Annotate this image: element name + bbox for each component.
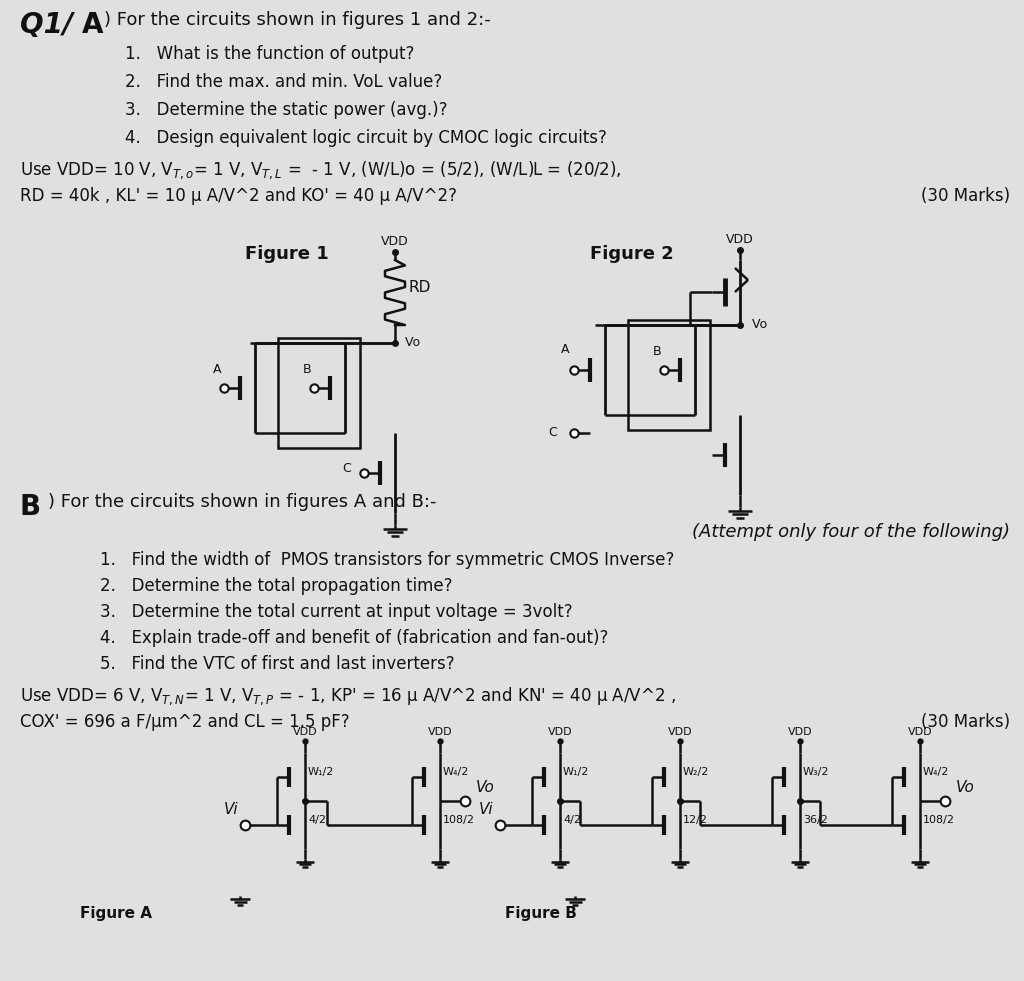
Text: C: C bbox=[549, 427, 557, 439]
Text: Q1/: Q1/ bbox=[20, 11, 73, 39]
Text: 4.   Explain trade-off and benefit of (fabrication and fan-out)?: 4. Explain trade-off and benefit of (fab… bbox=[100, 629, 608, 647]
Text: 4.   Design equivalent logic circuit by CMOC logic circuits?: 4. Design equivalent logic circuit by CM… bbox=[125, 129, 607, 147]
Text: VDD: VDD bbox=[381, 235, 409, 248]
Text: Use VDD= 6 V, V$_{T,N}$= 1 V, V$_{T,P}$ = - 1, KP' = 16 μ A/V^2 and KN' = 40 μ A: Use VDD= 6 V, V$_{T,N}$= 1 V, V$_{T,P}$ … bbox=[20, 685, 676, 706]
Text: B: B bbox=[303, 363, 311, 376]
Text: ) For the circuits shown in figures 1 and 2:-: ) For the circuits shown in figures 1 an… bbox=[104, 11, 490, 29]
Text: VDD: VDD bbox=[548, 727, 572, 737]
Text: W₄/2: W₄/2 bbox=[923, 767, 949, 777]
Text: C: C bbox=[343, 462, 351, 476]
Text: (30 Marks): (30 Marks) bbox=[921, 187, 1010, 205]
Text: ) For the circuits shown in figures A and B:-: ) For the circuits shown in figures A an… bbox=[48, 493, 436, 511]
Text: 4/2: 4/2 bbox=[563, 815, 581, 825]
Text: Vi: Vi bbox=[478, 802, 494, 817]
Text: 1.   What is the function of output?: 1. What is the function of output? bbox=[125, 45, 415, 63]
Text: A: A bbox=[82, 11, 103, 39]
Text: 108/2: 108/2 bbox=[443, 815, 475, 825]
Text: 2.   Find the max. and min. VoL value?: 2. Find the max. and min. VoL value? bbox=[125, 73, 442, 91]
Text: 4/2: 4/2 bbox=[308, 815, 326, 825]
Text: 5.   Find the VTC of first and last inverters?: 5. Find the VTC of first and last invert… bbox=[100, 655, 455, 673]
Text: B: B bbox=[20, 493, 41, 521]
Text: A: A bbox=[561, 343, 569, 356]
Text: 36/2: 36/2 bbox=[803, 815, 827, 825]
Text: 108/2: 108/2 bbox=[923, 815, 955, 825]
Bar bbox=[628, 320, 710, 430]
Text: W₃/2: W₃/2 bbox=[803, 767, 829, 777]
Text: COX' = 696 a F/μm^2 and CL = 1.5 pF?: COX' = 696 a F/μm^2 and CL = 1.5 pF? bbox=[20, 713, 349, 731]
Text: B: B bbox=[652, 345, 662, 358]
Text: VDD: VDD bbox=[668, 727, 692, 737]
Text: W₁/2: W₁/2 bbox=[563, 767, 590, 777]
Text: VDD: VDD bbox=[907, 727, 932, 737]
Text: W₁/2: W₁/2 bbox=[308, 767, 335, 777]
Text: Vo: Vo bbox=[476, 780, 495, 795]
Text: 2.   Determine the total propagation time?: 2. Determine the total propagation time? bbox=[100, 577, 453, 595]
Text: Vo: Vo bbox=[956, 780, 975, 795]
Text: 3.   Determine the static power (avg.)?: 3. Determine the static power (avg.)? bbox=[125, 101, 447, 119]
Text: 1.   Find the width of  PMOS transistors for symmetric CMOS Inverse?: 1. Find the width of PMOS transistors fo… bbox=[100, 551, 675, 569]
Text: Figure 2: Figure 2 bbox=[590, 245, 674, 263]
Text: 3.   Determine the total current at input voltage = 3volt?: 3. Determine the total current at input … bbox=[100, 603, 572, 621]
Text: Vo: Vo bbox=[748, 319, 767, 332]
Text: A: A bbox=[213, 363, 221, 376]
Text: RD = 40k , KL' = 10 μ A/V^2 and KO' = 40 μ A/V^2?: RD = 40k , KL' = 10 μ A/V^2 and KO' = 40… bbox=[20, 187, 457, 205]
Text: VDD: VDD bbox=[293, 727, 317, 737]
Text: Use VDD= 10 V, V$_{T,o}$= 1 V, V$_{T,L}$ =  - 1 V, (W/L)o = (5/2), (W/L)L = (20/: Use VDD= 10 V, V$_{T,o}$= 1 V, V$_{T,L}$… bbox=[20, 159, 622, 181]
Text: W₂/2: W₂/2 bbox=[683, 767, 710, 777]
Text: VDD: VDD bbox=[787, 727, 812, 737]
Text: VDD: VDD bbox=[726, 233, 754, 246]
Text: Figure A: Figure A bbox=[80, 906, 152, 921]
Text: W₄/2: W₄/2 bbox=[443, 767, 469, 777]
Text: (30 Marks): (30 Marks) bbox=[921, 713, 1010, 731]
Text: Vo: Vo bbox=[401, 336, 420, 349]
Text: 12/2: 12/2 bbox=[683, 815, 708, 825]
Text: (Attempt only four of the following): (Attempt only four of the following) bbox=[692, 523, 1010, 541]
Bar bbox=[278, 338, 360, 448]
Text: Figure 1: Figure 1 bbox=[245, 245, 329, 263]
Text: Vi: Vi bbox=[223, 802, 239, 817]
Text: VDD: VDD bbox=[428, 727, 453, 737]
Text: RD: RD bbox=[409, 281, 431, 295]
Text: Figure B: Figure B bbox=[505, 906, 577, 921]
